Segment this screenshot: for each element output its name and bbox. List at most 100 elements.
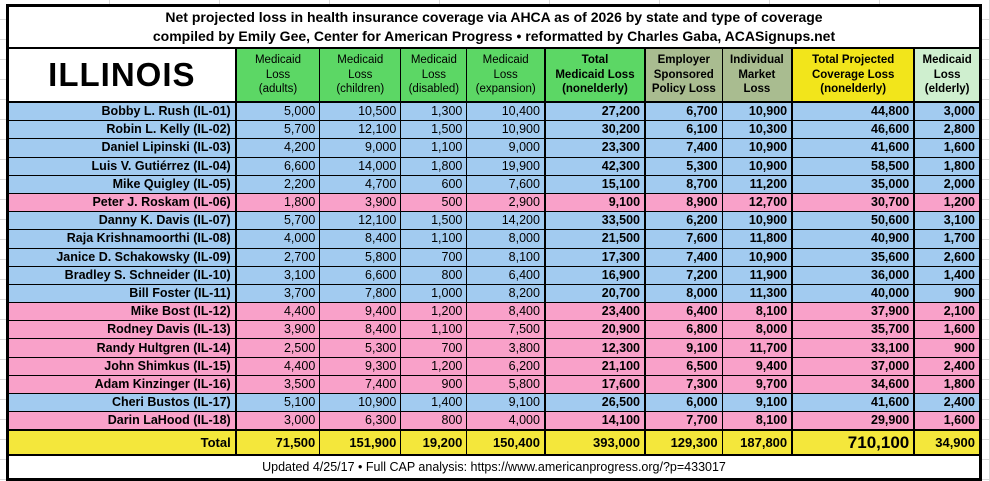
value-cell-medicaid[interactable]: 5,700: [235, 120, 321, 140]
value-cell-totalmed[interactable]: 42,300: [543, 156, 647, 176]
value-cell-esi[interactable]: 7,200: [644, 265, 723, 285]
rep-name-cell[interactable]: Randy Hultgren (IL-14): [6, 338, 237, 358]
total-value-market[interactable]: 187,800: [721, 429, 793, 457]
value-cell-esi[interactable]: 7,300: [644, 374, 723, 395]
value-cell-medicaid[interactable]: 4,200: [235, 138, 321, 158]
value-cell-totalmed[interactable]: 16,900: [543, 265, 647, 285]
value-cell-elderly[interactable]: 900: [913, 283, 982, 304]
value-cell-totalmed[interactable]: 17,300: [543, 247, 647, 267]
value-cell-elderly[interactable]: 3,100: [913, 211, 982, 231]
value-cell-medicaid[interactable]: 3,800: [466, 338, 546, 358]
value-cell-totalmed[interactable]: 33,500: [543, 211, 647, 231]
col-header-total-projected[interactable]: Total Projected Coverage Loss (nonelderl…: [791, 47, 916, 103]
total-value-medicaid[interactable]: 71,500: [235, 429, 321, 457]
total-value-elderly[interactable]: 34,900: [913, 429, 982, 457]
value-cell-market[interactable]: 10,900: [721, 101, 793, 122]
total-value-medicaid[interactable]: 151,900: [319, 429, 402, 457]
value-cell-elderly[interactable]: 1,700: [913, 229, 982, 249]
value-cell-market[interactable]: 12,700: [721, 192, 793, 213]
rep-name-cell[interactable]: John Shimkus (IL-15): [6, 356, 237, 376]
total-value-esi[interactable]: 129,300: [644, 429, 723, 457]
col-header-medicaid-adults[interactable]: Medicaid Loss (adults): [235, 47, 321, 103]
value-cell-medicaid[interactable]: 5,800: [466, 374, 546, 395]
value-cell-medicaid[interactable]: 8,000: [466, 229, 546, 249]
rep-name-cell[interactable]: Raja Krishnamoorthi (IL-08): [6, 229, 237, 249]
value-cell-projected[interactable]: 36,000: [791, 265, 916, 285]
value-cell-medicaid[interactable]: 700: [400, 247, 468, 267]
value-cell-market[interactable]: 10,900: [721, 211, 793, 231]
value-cell-totalmed[interactable]: 21,100: [543, 356, 647, 376]
value-cell-medicaid[interactable]: 3,000: [235, 411, 321, 431]
value-cell-market[interactable]: 10,900: [721, 247, 793, 267]
total-value-medicaid[interactable]: 150,400: [466, 429, 546, 457]
value-cell-totalmed[interactable]: 23,300: [543, 138, 647, 158]
value-cell-medicaid[interactable]: 5,000: [235, 101, 321, 122]
value-cell-medicaid[interactable]: 7,400: [319, 374, 402, 395]
value-cell-medicaid[interactable]: 3,900: [235, 320, 321, 340]
state-name-cell[interactable]: ILLINOIS: [6, 47, 237, 103]
value-cell-medicaid[interactable]: 10,400: [466, 101, 546, 122]
value-cell-medicaid[interactable]: 3,700: [235, 283, 321, 304]
value-cell-totalmed[interactable]: 26,500: [543, 392, 647, 413]
value-cell-totalmed[interactable]: 27,200: [543, 101, 647, 122]
value-cell-market[interactable]: 9,700: [721, 374, 793, 395]
value-cell-market[interactable]: 8,100: [721, 411, 793, 431]
value-cell-medicaid[interactable]: 8,100: [466, 247, 546, 267]
value-cell-elderly[interactable]: 2,800: [913, 120, 982, 140]
value-cell-market[interactable]: 11,800: [721, 229, 793, 249]
value-cell-projected[interactable]: 50,600: [791, 211, 916, 231]
rep-name-cell[interactable]: Bill Foster (IL-11): [6, 283, 237, 304]
value-cell-projected[interactable]: 46,600: [791, 120, 916, 140]
value-cell-projected[interactable]: 34,600: [791, 374, 916, 395]
value-cell-market[interactable]: 11,900: [721, 265, 793, 285]
value-cell-market[interactable]: 8,000: [721, 320, 793, 340]
value-cell-medicaid[interactable]: 7,500: [466, 320, 546, 340]
value-cell-medicaid[interactable]: 1,800: [235, 192, 321, 213]
value-cell-elderly[interactable]: 1,200: [913, 192, 982, 213]
value-cell-medicaid[interactable]: 2,200: [235, 174, 321, 194]
value-cell-esi[interactable]: 8,000: [644, 283, 723, 304]
value-cell-medicaid[interactable]: 1,200: [400, 356, 468, 376]
value-cell-medicaid[interactable]: 2,900: [466, 192, 546, 213]
value-cell-projected[interactable]: 37,000: [791, 356, 916, 376]
value-cell-medicaid[interactable]: 1,500: [400, 120, 468, 140]
value-cell-elderly[interactable]: 1,600: [913, 138, 982, 158]
value-cell-elderly[interactable]: 900: [913, 338, 982, 358]
rep-name-cell[interactable]: Peter J. Roskam (IL-06): [6, 192, 237, 213]
rep-name-cell[interactable]: Robin L. Kelly (IL-02): [6, 120, 237, 140]
value-cell-projected[interactable]: 30,700: [791, 192, 916, 213]
value-cell-medicaid[interactable]: 4,400: [235, 356, 321, 376]
value-cell-medicaid[interactable]: 10,900: [319, 392, 402, 413]
rep-name-cell[interactable]: Rodney Davis (IL-13): [6, 320, 237, 340]
value-cell-elderly[interactable]: 3,000: [913, 101, 982, 122]
value-cell-medicaid[interactable]: 9,100: [466, 392, 546, 413]
value-cell-medicaid[interactable]: 9,400: [319, 302, 402, 322]
value-cell-medicaid[interactable]: 7,800: [319, 283, 402, 304]
rep-name-cell[interactable]: Bradley S. Schneider (IL-10): [6, 265, 237, 285]
value-cell-medicaid[interactable]: 3,900: [319, 192, 402, 213]
value-cell-medicaid[interactable]: 5,800: [319, 247, 402, 267]
value-cell-esi[interactable]: 6,500: [644, 356, 723, 376]
value-cell-medicaid[interactable]: 12,100: [319, 211, 402, 231]
value-cell-projected[interactable]: 40,000: [791, 283, 916, 304]
value-cell-projected[interactable]: 40,900: [791, 229, 916, 249]
value-cell-medicaid[interactable]: 14,000: [319, 156, 402, 176]
col-header-medicaid-disabled[interactable]: Medicaid Loss (disabled): [400, 47, 468, 103]
value-cell-medicaid[interactable]: 4,700: [319, 174, 402, 194]
value-cell-projected[interactable]: 41,600: [791, 392, 916, 413]
value-cell-projected[interactable]: 35,600: [791, 247, 916, 267]
value-cell-elderly[interactable]: 1,600: [913, 411, 982, 431]
value-cell-medicaid[interactable]: 6,600: [235, 156, 321, 176]
value-cell-medicaid[interactable]: 9,000: [319, 138, 402, 158]
value-cell-totalmed[interactable]: 14,100: [543, 411, 647, 431]
value-cell-medicaid[interactable]: 10,500: [319, 101, 402, 122]
col-header-total-medicaid[interactable]: Total Medicaid Loss (nonelderly): [543, 47, 647, 103]
rep-name-cell[interactable]: Danny K. Davis (IL-07): [6, 211, 237, 231]
value-cell-esi[interactable]: 6,000: [644, 392, 723, 413]
rep-name-cell[interactable]: Darin LaHood (IL-18): [6, 411, 237, 431]
value-cell-totalmed[interactable]: 21,500: [543, 229, 647, 249]
value-cell-projected[interactable]: 41,600: [791, 138, 916, 158]
value-cell-esi[interactable]: 6,400: [644, 302, 723, 322]
value-cell-medicaid[interactable]: 4,400: [235, 302, 321, 322]
value-cell-medicaid[interactable]: 5,100: [235, 392, 321, 413]
